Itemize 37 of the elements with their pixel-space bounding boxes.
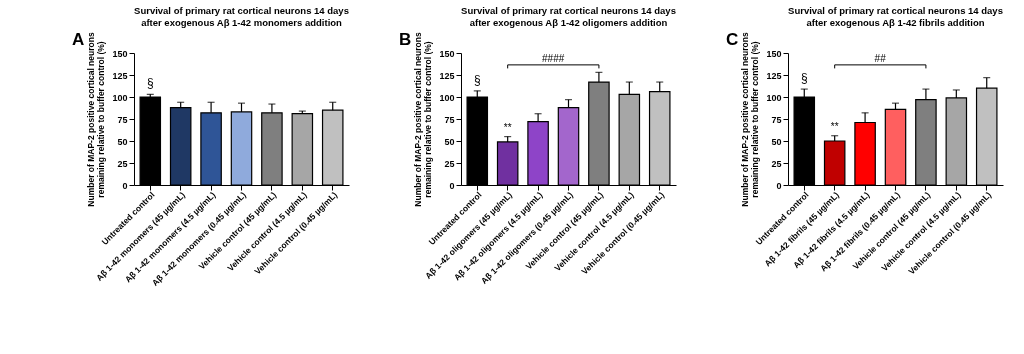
y-tick-label: 75 <box>117 114 128 125</box>
chart-title: Survival of primary rat cortical neurons 14 days after exogenous Aβ 1-42 fibrils addition <box>788 5 1003 28</box>
y-tick-label: 125 <box>112 70 128 81</box>
y-tick-label: 75 <box>771 114 782 125</box>
y-tick-label: 50 <box>444 136 455 147</box>
y-tick-label: 25 <box>444 158 455 169</box>
y-tick-label: 100 <box>766 92 782 103</box>
text: A <box>72 30 85 49</box>
text: B <box>399 30 412 49</box>
y-tick-label: 25 <box>771 158 782 169</box>
annotation: § <box>473 72 481 87</box>
y-tick-label: 100 <box>112 92 128 103</box>
y-tick-label: 25 <box>117 158 128 169</box>
annotation: ** <box>503 121 512 133</box>
y-tick-label: 0 <box>776 180 782 191</box>
y-tick-label: 0 <box>449 180 455 191</box>
chart-title: Survival of primary rat cortical neurons 14 days after exogenous Aβ 1-42 monomers addition <box>134 5 349 28</box>
y-tick-label: 125 <box>439 70 455 81</box>
y-tick-label: 100 <box>439 92 455 103</box>
y-tick-label: 0 <box>122 180 128 191</box>
y-tick-label: 150 <box>112 48 128 59</box>
y-tick-label: 50 <box>771 136 782 147</box>
y-tick-label: 150 <box>766 48 782 59</box>
y-axis-title: Number of MAP-2 positive cortical neurons remaining relative to buffer control (%) <box>739 32 761 207</box>
y-axis-title: Number of MAP-2 positive cortical neurons remaining relative to buffer control (%) <box>85 32 107 207</box>
y-tick-label: 50 <box>117 136 128 147</box>
y-tick-label: 125 <box>766 70 782 81</box>
annotation: ** <box>830 120 839 132</box>
annotation: § <box>146 76 154 91</box>
text: C <box>726 30 739 49</box>
annotation: #### <box>542 52 565 64</box>
y-axis-title: Number of MAP-2 positive cortical neurons remaining relative to buffer control (%) <box>412 32 434 207</box>
annotation: § <box>800 71 808 86</box>
y-tick-label: 150 <box>439 48 455 59</box>
chart-title: Survival of primary rat cortical neurons 14 days after exogenous Aβ 1-42 oligomers addition <box>461 5 676 28</box>
annotation: ## <box>874 52 887 64</box>
y-tick-label: 75 <box>444 114 455 125</box>
